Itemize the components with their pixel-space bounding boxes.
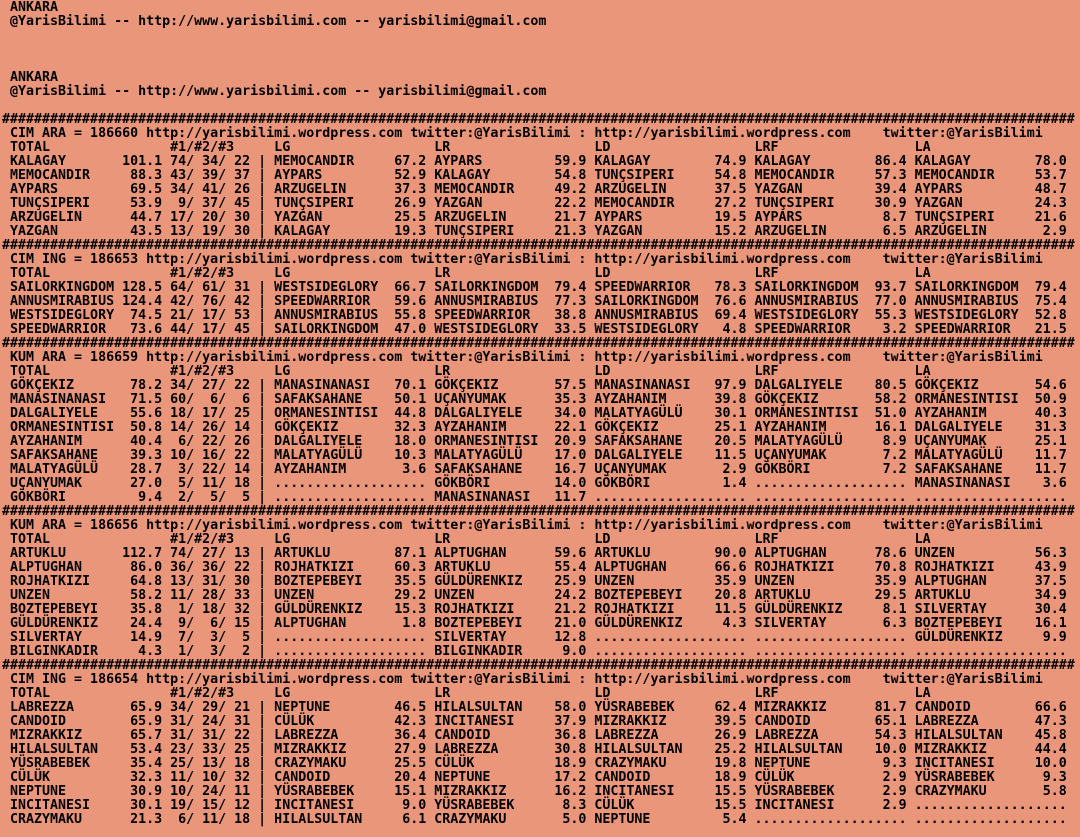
column-headers-line: TOTAL #1/#2/#3 LG LR LD LRF LA bbox=[2, 532, 931, 547]
blank-line bbox=[2, 99, 1080, 113]
horse-stats-row: KALAGAY 101.1 74/ 34/ 22 | MEMOCANDIR 67… bbox=[2, 154, 1075, 169]
horse-stats-row: ROJHATKIZI 64.8 13/ 31/ 30 | BOZTEPEBEYI… bbox=[2, 574, 1075, 589]
horse-stats-row: NEPTUNE 30.9 10/ 24/ 11 | YÜSRABEBEK 15.… bbox=[2, 784, 1075, 799]
horse-stats-row: CANDOID 65.9 31/ 24/ 31 | CÜLÜK 42.3 INC… bbox=[2, 714, 1075, 729]
horse-stats-row: ALPTUGHAN 86.0 36/ 36/ 22 | ROJHATKIZI 6… bbox=[2, 560, 1075, 575]
horse-stats-row: TUNÇSIPERI 53.9 9/ 37/ 45 | TUNÇSIPERI 2… bbox=[2, 196, 1075, 211]
horse-stats-row: GÖKBÖRI 9.4 2/ 5/ 5 | ..................… bbox=[2, 490, 1075, 505]
horse-stats-row: SPEEDWARRIOR 73.6 44/ 17/ 45 | SAILORKIN… bbox=[2, 322, 1075, 337]
section-cim-ing-186654: ########################################… bbox=[2, 659, 1080, 827]
city-line: ANKARA bbox=[2, 70, 59, 85]
horse-stats-row: ARTUKLU 112.7 74/ 27/ 13 | ARTUKLU 87.1 … bbox=[2, 546, 1075, 561]
section-title-line: CIM ARA = 186660 http://yarisbilimi.word… bbox=[2, 126, 1043, 141]
horse-stats-row: BOZTEPEBEYI 35.8 1/ 18/ 32 | GÜLDÜRENKIZ… bbox=[2, 602, 1075, 617]
horse-stats-row: ANNUSMIRABIUS 124.4 42/ 76/ 42 | SPEEDWA… bbox=[2, 294, 1075, 309]
blank-line bbox=[2, 57, 1080, 71]
column-headers-line: TOTAL #1/#2/#3 LG LR LD LRF LA bbox=[2, 140, 931, 155]
section-title-line: KUM ARA = 186656 http://yarisbilimi.word… bbox=[2, 518, 1043, 533]
horse-stats-row: SAILORKINGDOM 128.5 64/ 61/ 31 | WESTSID… bbox=[2, 280, 1075, 295]
horse-stats-row: UNZEN 58.2 11/ 28/ 33 | UNZEN 29.2 UNZEN… bbox=[2, 588, 1075, 603]
horse-stats-row: INCITANESI 30.1 19/ 15/ 12 | INCITANESI … bbox=[2, 798, 1075, 813]
separator-line: ########################################… bbox=[2, 658, 1075, 673]
horse-stats-row: GÜLDÜRENKIZ 24.4 9/ 6/ 15 | ALPTUGHAN 1.… bbox=[2, 616, 1075, 631]
horse-stats-row: MIZRAKKIZ 65.7 31/ 31/ 22 | LABREZZA 36.… bbox=[2, 728, 1075, 743]
separator-line: ########################################… bbox=[2, 112, 1075, 127]
city-line: ANKARA bbox=[2, 0, 59, 15]
section-title-line: CIM ING = 186653 http://yarisbilimi.word… bbox=[2, 252, 1043, 267]
horse-stats-row: YAZGAN 43.5 13/ 19/ 30 | KALAGAY 19.3 TU… bbox=[2, 224, 1075, 239]
horse-stats-row: MANASINANASI 71.5 60/ 6/ 6 | SAFAKSAHANE… bbox=[2, 392, 1075, 407]
column-headers-line: TOTAL #1/#2/#3 LG LR LD LRF LA bbox=[2, 686, 931, 701]
section-kum-ara-186659: ########################################… bbox=[2, 337, 1080, 505]
horse-stats-row: MALATYAGÜLÜ 28.7 3/ 22/ 14 | AYZAHANIM 3… bbox=[2, 462, 1075, 477]
contact-line: @YarisBilimi -- http://www.yarisbilimi.c… bbox=[2, 84, 547, 99]
horse-stats-row: GÖKÇEKIZ 78.2 34/ 27/ 22 | MANASINANASI … bbox=[2, 378, 1075, 393]
blank-line bbox=[2, 43, 1080, 57]
horse-stats-row: LABREZZA 65.9 34/ 29/ 21 | NEPTUNE 46.5 … bbox=[2, 700, 1075, 715]
horse-stats-row: YÜSRABEBEK 35.4 25/ 13/ 18 | CRAZYMAKU 2… bbox=[2, 756, 1075, 771]
column-headers-line: TOTAL #1/#2/#3 LG LR LD LRF LA bbox=[2, 266, 931, 281]
horse-stats-row: SILVERTAY 14.9 7/ 3/ 5 | ...............… bbox=[2, 630, 1075, 645]
section-kum-ara-186656: ########################################… bbox=[2, 505, 1080, 659]
blank-line bbox=[2, 29, 1080, 43]
section-title-line: CIM ING = 186654 http://yarisbilimi.word… bbox=[2, 672, 1043, 687]
section-cim-ara-186660: ########################################… bbox=[2, 113, 1080, 239]
horse-stats-row: HILALSULTAN 53.4 23/ 33/ 25 | MIZRAKKIZ … bbox=[2, 742, 1075, 757]
horse-stats-row: UÇANYUMAK 27.0 5/ 11/ 18 | .............… bbox=[2, 476, 1075, 491]
preamble: ANKARA @YarisBilimi -- http://www.yarisb… bbox=[2, 1, 1080, 113]
horse-stats-row: SAFAKSAHANE 39.3 10/ 16/ 22 | MALATYAGÜL… bbox=[2, 448, 1075, 463]
horse-stats-row: DALGALIYELE 55.6 18/ 17/ 25 | ORMANESINT… bbox=[2, 406, 1075, 421]
section-title-line: KUM ARA = 186659 http://yarisbilimi.word… bbox=[2, 350, 1043, 365]
separator-line: ########################################… bbox=[2, 238, 1075, 253]
horse-stats-row: CÜLÜK 32.3 11/ 10/ 32 | CANDOID 20.4 NEP… bbox=[2, 770, 1075, 785]
horse-stats-row: ORMANESINTISI 50.8 14/ 26/ 14 | GÖKÇEKIZ… bbox=[2, 420, 1075, 435]
horse-stats-row: WESTSIDEGLORY 74.5 21/ 17/ 53 | ANNUSMIR… bbox=[2, 308, 1075, 323]
horse-stats-row: AYPARS 69.5 34/ 41/ 26 | ARZUGELIN 37.3 … bbox=[2, 182, 1075, 197]
section-cim-ing-186653: ########################################… bbox=[2, 239, 1080, 337]
horse-stats-row: ARZUGELIN 44.7 17/ 20/ 30 | YAZGAN 25.5 … bbox=[2, 210, 1075, 225]
horse-stats-row: AYZAHANIM 40.4 6/ 22/ 26 | DALGALIYELE 1… bbox=[2, 434, 1075, 449]
column-headers-line: TOTAL #1/#2/#3 LG LR LD LRF LA bbox=[2, 364, 931, 379]
horse-stats-row: CRAZYMAKU 21.3 6/ 11/ 18 | HILALSULTAN 6… bbox=[2, 812, 1075, 827]
separator-line: ########################################… bbox=[2, 336, 1075, 351]
horse-stats-row: MEMOCANDIR 88.3 43/ 39/ 37 | AYPARS 52.9… bbox=[2, 168, 1075, 183]
horse-stats-row: BILGINKADIR 4.3 1/ 3/ 2 | ..............… bbox=[2, 644, 1075, 659]
contact-line: @YarisBilimi -- http://www.yarisbilimi.c… bbox=[2, 14, 547, 29]
separator-line: ########################################… bbox=[2, 504, 1075, 519]
